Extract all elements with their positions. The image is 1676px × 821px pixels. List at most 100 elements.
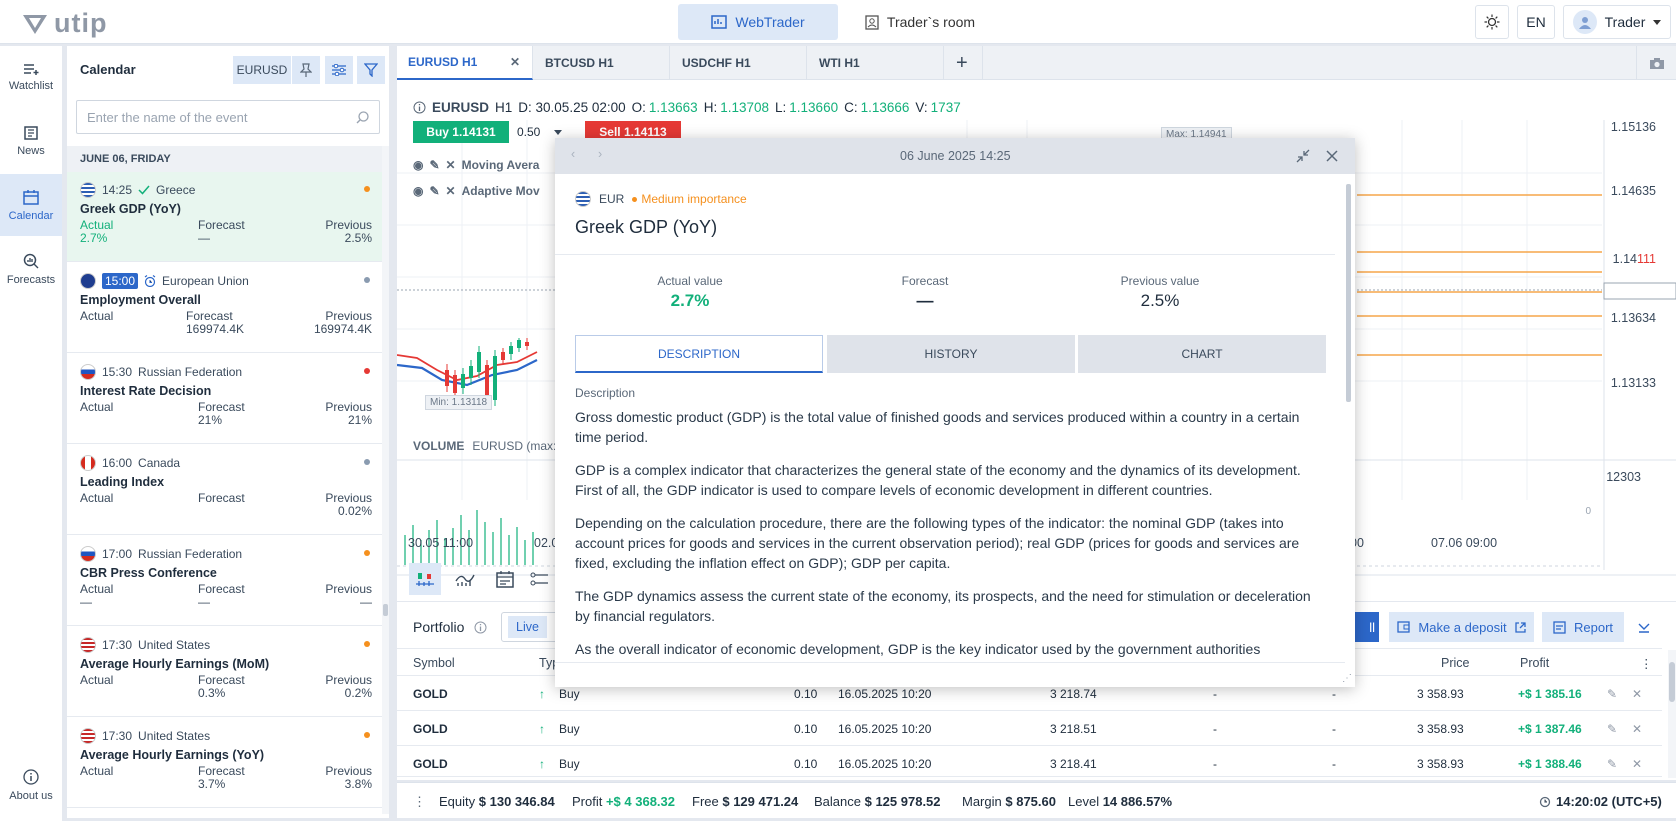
- lot-size-select[interactable]: 0.50: [513, 121, 573, 143]
- price-tick: 1.13634: [1610, 311, 1656, 325]
- importance-dot: [364, 732, 370, 738]
- portfolio-scrollbar[interactable]: [1668, 650, 1676, 778]
- calendar-event[interactable]: 15:00 European Union Employment Overall A…: [67, 263, 383, 353]
- calendar-scrollbar[interactable]: [382, 146, 389, 814]
- importance-dot: [364, 186, 370, 192]
- indicators-icon: [455, 574, 475, 586]
- current-price-label: 1.14111: [1612, 252, 1656, 266]
- more-vertical-icon[interactable]: ⋮: [1640, 657, 1653, 671]
- close-icon[interactable]: ✕: [1632, 687, 1643, 701]
- forecast-block: Forecast —: [901, 274, 949, 310]
- close-icon[interactable]: ✕: [445, 158, 456, 172]
- modal-scrollbar[interactable]: [1345, 174, 1353, 664]
- chart-icon: [711, 15, 728, 29]
- live-tab[interactable]: Live: [501, 612, 561, 642]
- close-icon[interactable]: ✕: [445, 184, 456, 198]
- settings-sliders-button[interactable]: [325, 56, 353, 84]
- calendar-event[interactable]: 14:25 Greece Greek GDP (YoY) Actual Forec…: [67, 172, 383, 262]
- calendar-event[interactable]: 16:00 Canada Leading Index Actual Forecas…: [67, 445, 383, 535]
- calendar-tool-button[interactable]: [489, 563, 521, 595]
- wallet-icon: [1397, 621, 1411, 633]
- tab-traders-room[interactable]: Trader`s room: [850, 4, 990, 40]
- russia-flag-icon: [80, 546, 96, 562]
- modal-datetime: 06 June 2025 14:25: [900, 149, 1011, 163]
- add-tab-button[interactable]: +: [945, 46, 983, 80]
- wrench-icon[interactable]: ✎: [429, 158, 440, 172]
- wrench-icon[interactable]: ✎: [429, 184, 440, 198]
- price-tick: 1.13133: [1610, 376, 1656, 390]
- table-row[interactable]: GOLD ↑ Buy 0.10 16.05.2025 10:20 3 218.7…: [397, 677, 1662, 711]
- nav-about-us[interactable]: About us: [0, 754, 62, 816]
- resize-handle-icon[interactable]: ⋰: [1342, 673, 1352, 684]
- close-icon[interactable]: [1326, 150, 1338, 162]
- edit-icon[interactable]: ✎: [1607, 757, 1618, 771]
- chart-tab[interactable]: WTI H1: [808, 46, 944, 80]
- event-meta: EUR Medium importance: [575, 191, 747, 207]
- description-body: Description Gross domestic product (GDP)…: [575, 386, 1311, 657]
- eye-icon[interactable]: ◉: [413, 158, 424, 172]
- tab-description[interactable]: DESCRIPTION: [575, 335, 823, 373]
- tab-history[interactable]: HISTORY: [827, 335, 1075, 373]
- nav-calendar[interactable]: Calendar: [0, 174, 62, 236]
- indicators-tool-button[interactable]: [449, 563, 481, 595]
- table-row[interactable]: GOLD ↑ Buy 0.10 16.05.2025 10:20 3 218.4…: [397, 747, 1662, 777]
- buy-button[interactable]: Buy 1.14131: [413, 121, 509, 143]
- event-search-input[interactable]: Enter the name of the event: [76, 100, 380, 134]
- close-icon[interactable]: ✕: [509, 55, 520, 69]
- tab-chart[interactable]: CHART: [1078, 335, 1326, 373]
- filter-button[interactable]: [357, 56, 385, 84]
- symbol-chip[interactable]: EURUSD: [233, 56, 291, 84]
- drawing-tool-button[interactable]: [529, 563, 549, 595]
- calendar-icon: [23, 189, 39, 205]
- calendar-event[interactable]: 17:30 United States Average Hourly Earnin…: [67, 718, 383, 808]
- pin-icon: [300, 63, 312, 77]
- screenshot-button[interactable]: [1636, 46, 1676, 80]
- user-menu[interactable]: Trader: [1563, 5, 1671, 39]
- close-icon[interactable]: ✕: [1632, 722, 1643, 736]
- watchlist-icon: [24, 63, 39, 75]
- candles-tool-button[interactable]: [409, 563, 441, 595]
- calendar-event[interactable]: 17:00 Russian Federation CBR Press Confer…: [67, 536, 383, 626]
- sliders-icon: [332, 64, 346, 76]
- actual-value-block: Actual value 2.7%: [657, 274, 723, 310]
- eye-icon[interactable]: ◉: [413, 184, 424, 198]
- info-icon: [413, 101, 426, 114]
- nav-forecasts[interactable]: Forecasts: [0, 238, 62, 300]
- chart-tab[interactable]: BTCUSD H1: [534, 46, 670, 80]
- collapse-button[interactable]: [1633, 616, 1655, 638]
- prev-arrow-icon[interactable]: ‹: [571, 147, 576, 161]
- report-icon: [1553, 620, 1566, 634]
- language-button[interactable]: EN: [1517, 5, 1555, 39]
- alarm-clock-icon: [144, 275, 156, 287]
- table-row[interactable]: GOLD ↑ Buy 0.10 16.05.2025 10:20 3 218.5…: [397, 712, 1662, 746]
- edit-icon[interactable]: ✎: [1607, 687, 1618, 701]
- filter-icon: [364, 63, 378, 77]
- plus-icon: +: [956, 51, 968, 74]
- side-nav: Watchlist News Calendar Forecasts About …: [0, 46, 62, 821]
- theme-toggle-button[interactable]: [1475, 5, 1509, 39]
- next-arrow-icon[interactable]: ›: [598, 147, 603, 161]
- minimize-icon[interactable]: [1296, 149, 1310, 163]
- nav-watchlist[interactable]: Watchlist: [0, 46, 62, 108]
- calendar-event[interactable]: 15:30 Russian Federation Interest Rate De…: [67, 354, 383, 444]
- modal-header: ‹ › 06 June 2025 14:25: [555, 138, 1355, 174]
- pin-button[interactable]: [292, 56, 320, 84]
- indicator-row: ◉ ✎ ✕ Adaptive Mov: [413, 184, 540, 198]
- chevron-down-icon: [554, 129, 563, 135]
- logo[interactable]: utip: [22, 8, 107, 39]
- usa-flag-icon: [80, 728, 96, 744]
- edit-icon[interactable]: ✎: [1607, 722, 1618, 736]
- calendar-event[interactable]: 17:30 United States Average Hourly Earnin…: [67, 627, 383, 717]
- greece-flag-icon: [80, 182, 96, 198]
- make-deposit-button[interactable]: Make a deposit: [1389, 612, 1534, 642]
- chart-tab[interactable]: USDCHF H1: [671, 46, 807, 80]
- sync-clock-icon: [1539, 796, 1551, 807]
- report-button[interactable]: Report: [1542, 612, 1624, 642]
- close-icon[interactable]: ✕: [1632, 757, 1643, 771]
- tab-webtrader[interactable]: WebTrader: [678, 4, 838, 40]
- chart-tab[interactable]: EURUSD H1 ✕: [397, 46, 533, 80]
- more-vertical-icon[interactable]: ⋮: [413, 794, 426, 809]
- nav-news[interactable]: News: [0, 110, 62, 172]
- sell-button[interactable]: Sell 1.14113: [585, 121, 681, 143]
- camera-icon: [1649, 57, 1664, 69]
